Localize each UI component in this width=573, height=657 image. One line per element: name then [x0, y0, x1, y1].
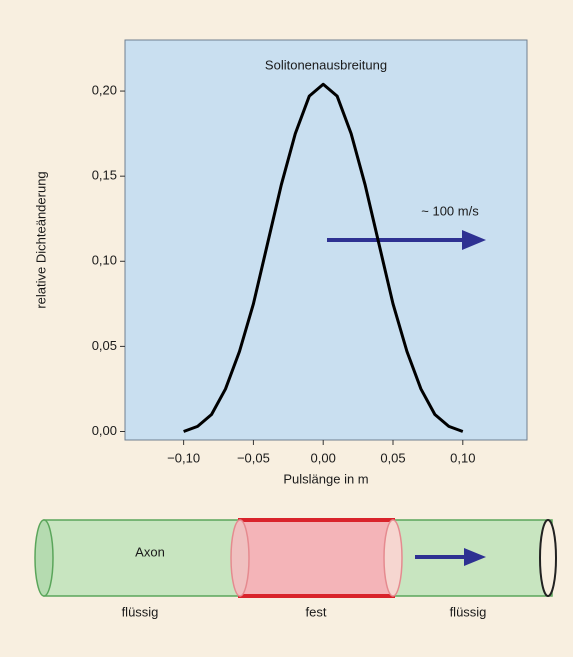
- arrow-head: [464, 548, 486, 566]
- soliton-curve: [183, 82, 464, 433]
- tube-end: [34, 519, 54, 597]
- annotation: ~ 100 m/s: [421, 203, 479, 218]
- velocity-arrow: [327, 230, 486, 250]
- y-tick-label: 0,05: [92, 338, 117, 353]
- x-tick-label: 0,00: [311, 450, 336, 465]
- axon-diagram: Axon flüssig fest flüssig: [34, 518, 557, 619]
- state-label: flüssig: [450, 604, 487, 619]
- state-label: flüssig: [122, 604, 159, 619]
- solid-section: [238, 518, 395, 598]
- section-end: [230, 519, 250, 597]
- chart-title: Solitonenausbreitung: [265, 57, 387, 72]
- tube-opening: [539, 519, 557, 597]
- y-tick-label: 0,10: [92, 253, 117, 268]
- x-tick-label: −0,10: [167, 450, 200, 465]
- x-tick-label: 0,10: [450, 450, 475, 465]
- section-end: [383, 519, 403, 597]
- y-tick-label: 0,15: [92, 168, 117, 183]
- state-label: fest: [306, 604, 327, 619]
- axon-label: Axon: [135, 544, 165, 559]
- y-axis-label: relative Dichteänderung: [33, 171, 48, 308]
- x-axis-label: Pulslänge in m: [283, 471, 368, 486]
- y-tick-label: 0,00: [92, 423, 117, 438]
- x-tick-label: −0,05: [237, 450, 270, 465]
- x-tick-label: 0,05: [380, 450, 405, 465]
- y-tick-label: 0,20: [92, 83, 117, 98]
- arrow-head: [462, 230, 486, 250]
